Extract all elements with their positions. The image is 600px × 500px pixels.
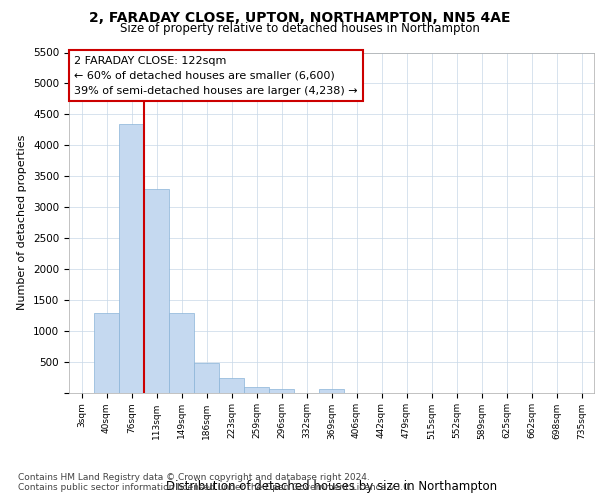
Bar xyxy=(319,390,344,392)
Y-axis label: Number of detached properties: Number of detached properties xyxy=(17,135,28,310)
Bar xyxy=(94,314,119,392)
Text: 2, FARADAY CLOSE, UPTON, NORTHAMPTON, NN5 4AE: 2, FARADAY CLOSE, UPTON, NORTHAMPTON, NN… xyxy=(89,11,511,25)
Bar xyxy=(119,124,144,392)
Text: 2 FARADAY CLOSE: 122sqm
← 60% of detached houses are smaller (6,600)
39% of semi: 2 FARADAY CLOSE: 122sqm ← 60% of detache… xyxy=(74,56,358,96)
Bar xyxy=(269,389,294,392)
X-axis label: Distribution of detached houses by size in Northampton: Distribution of detached houses by size … xyxy=(166,480,497,494)
Text: Contains public sector information licensed under the Open Government Licence v3: Contains public sector information licen… xyxy=(18,484,412,492)
Bar xyxy=(244,387,269,392)
Text: Size of property relative to detached houses in Northampton: Size of property relative to detached ho… xyxy=(120,22,480,35)
Bar xyxy=(169,314,194,392)
Text: Contains HM Land Registry data © Crown copyright and database right 2024.: Contains HM Land Registry data © Crown c… xyxy=(18,472,370,482)
Bar xyxy=(144,188,169,392)
Bar xyxy=(194,363,219,392)
Bar xyxy=(219,378,244,392)
